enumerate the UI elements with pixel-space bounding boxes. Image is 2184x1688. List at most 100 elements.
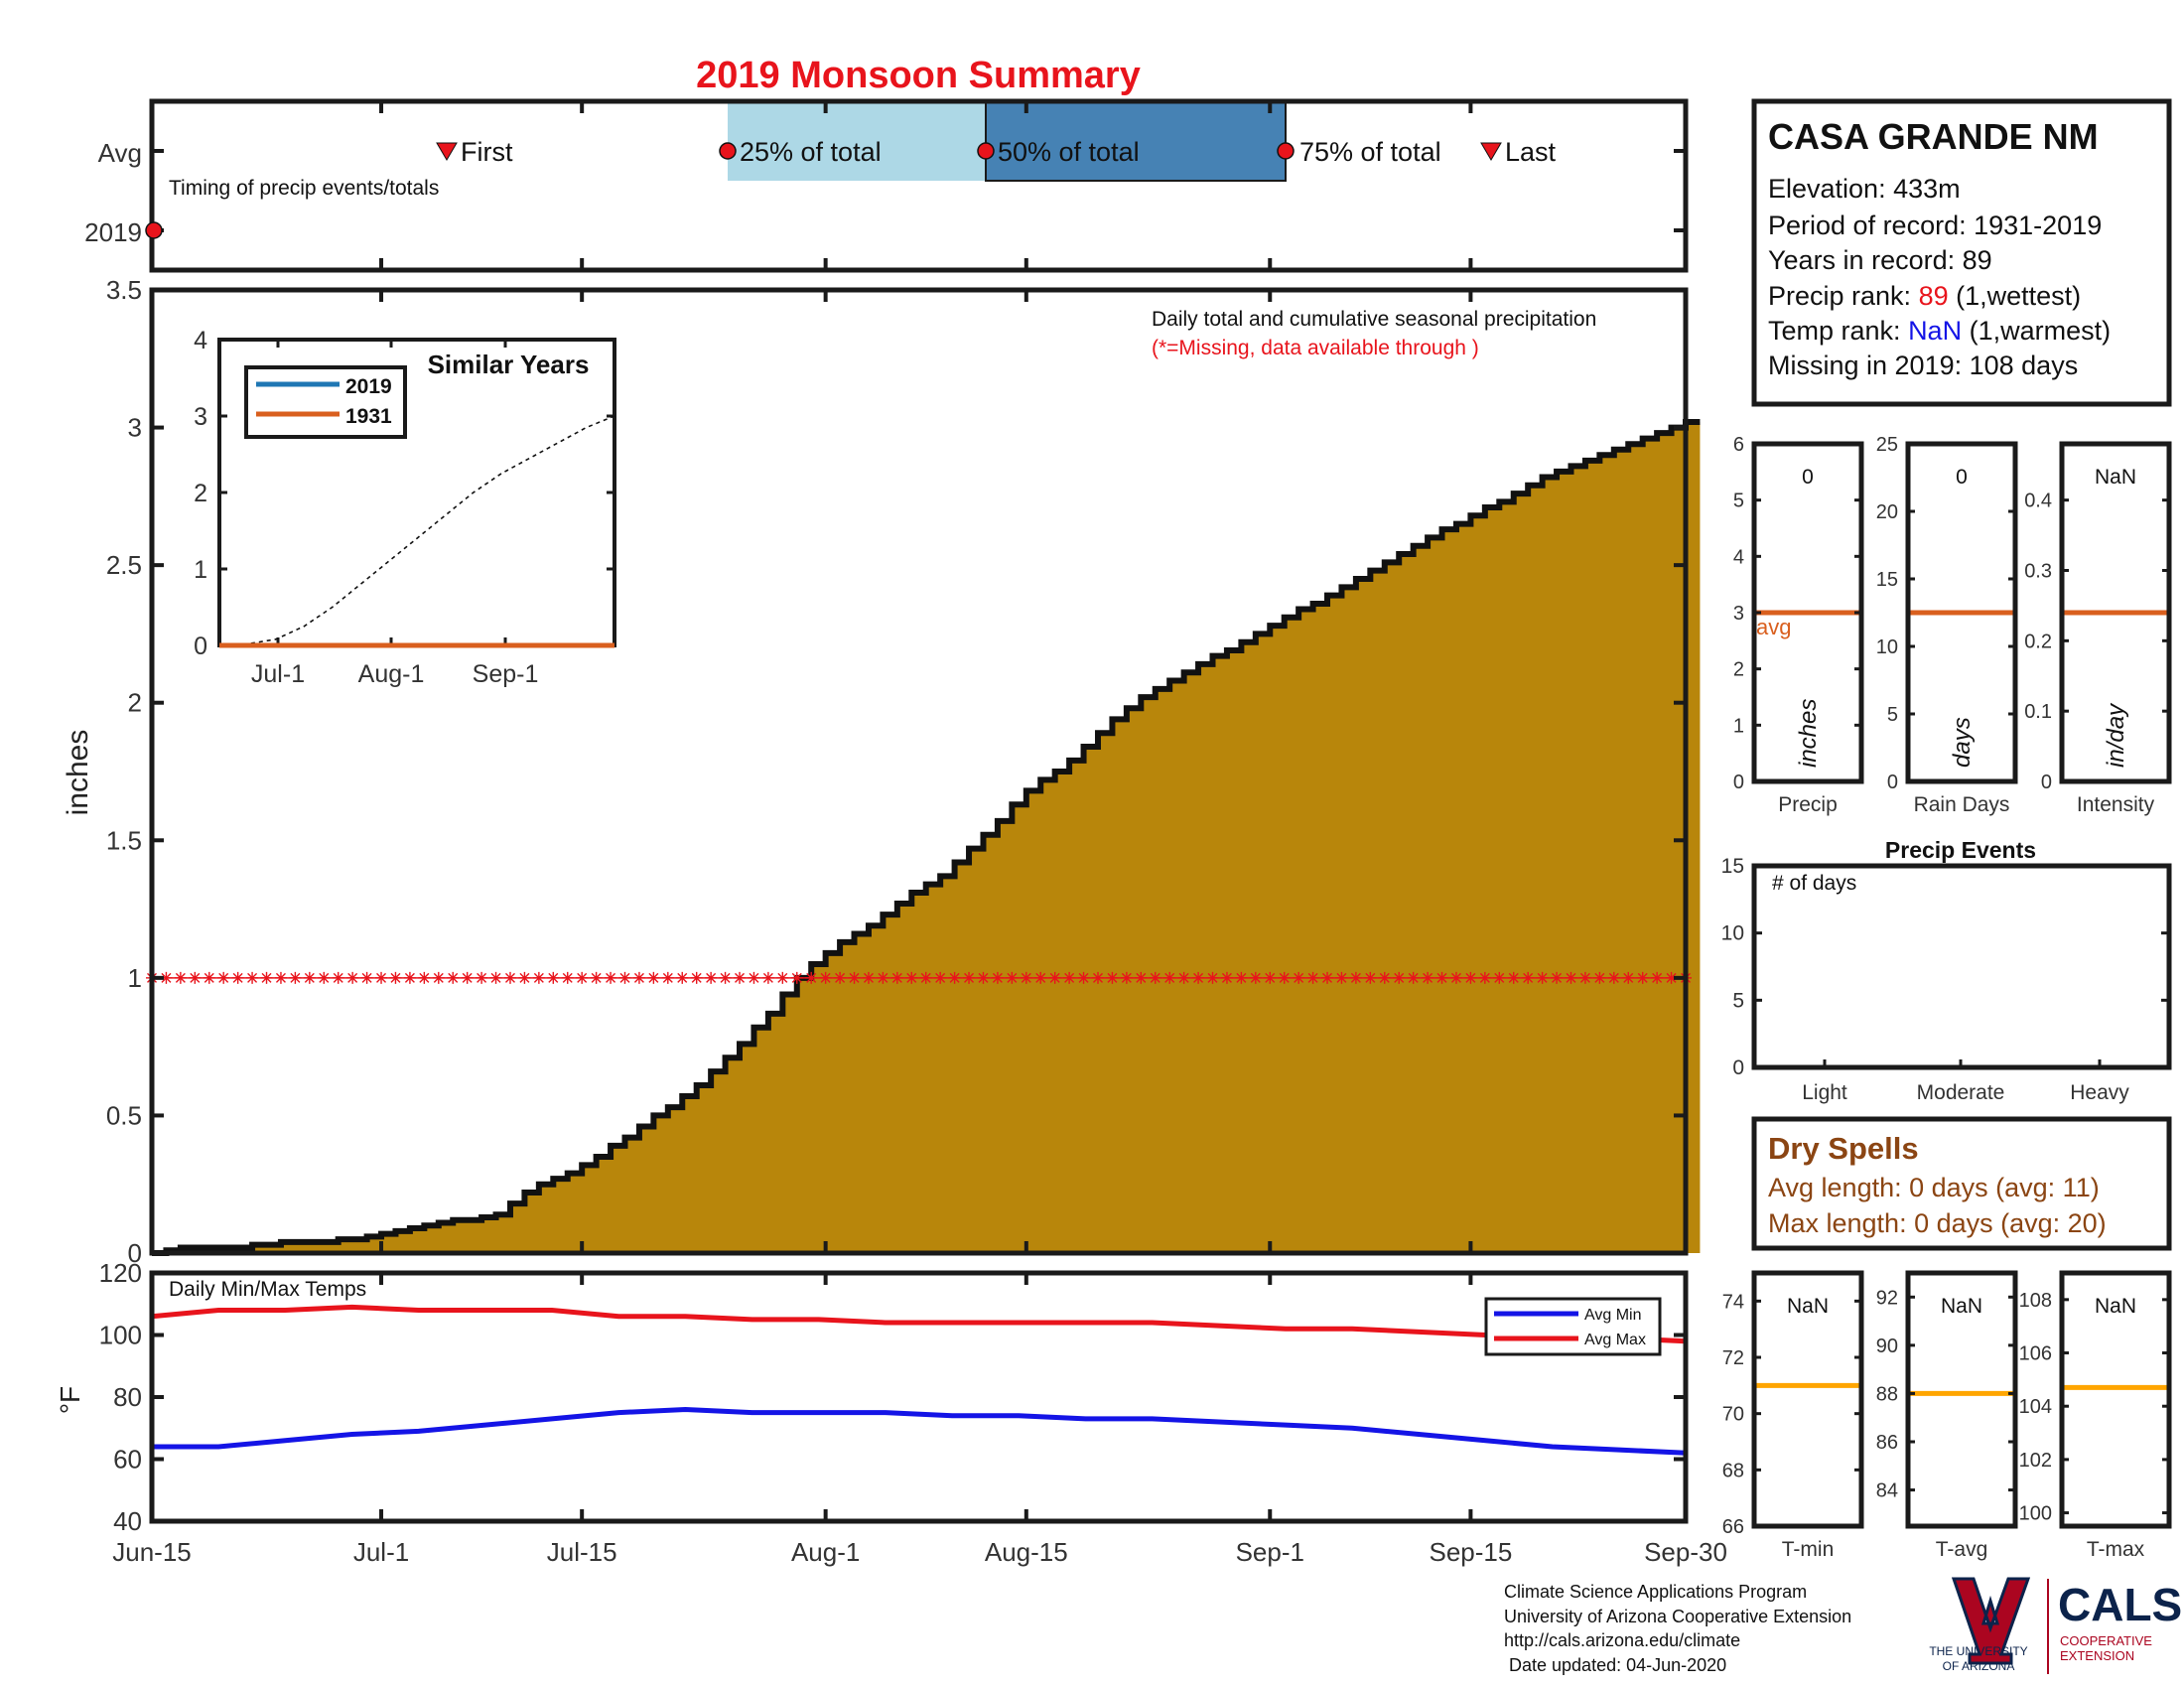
summary-y-tick-label: 20	[1876, 501, 1898, 523]
missing-marker	[303, 971, 316, 984]
missing-marker	[1349, 971, 1362, 984]
first-marker	[436, 142, 458, 161]
legend-avg-max-label: Avg Max	[1584, 1332, 1646, 1348]
temps-y-tick-label: 80	[113, 1382, 142, 1412]
summary-y-tick-label: 15	[1876, 569, 1898, 591]
missing-marker	[1536, 971, 1549, 984]
main-y-tick-label: 2	[128, 688, 142, 718]
missing-marker	[1449, 971, 1462, 984]
missing-marker	[1278, 971, 1291, 984]
missing-marker	[647, 971, 660, 984]
summary-y-tick-label: 0	[1887, 772, 1898, 793]
summary-panel-precip: 0 1 2 3 4 5 6 0 Precip inches avg	[1733, 434, 1864, 816]
inset-y-tick-label: 3	[194, 403, 207, 431]
summary-y-tick-label: 84	[1876, 1480, 1898, 1502]
precip-events-frame	[1751, 863, 2172, 1070]
missing-marker	[447, 971, 460, 984]
timing-50-75-bar	[985, 100, 1287, 182]
missing-marker	[761, 971, 774, 984]
block-a-icon	[1951, 1577, 2031, 1665]
missing-marker	[1335, 971, 1348, 984]
marker-2019	[145, 221, 163, 239]
missing-marker	[1493, 971, 1506, 984]
summary-panel-t-max: 100 102 104 106 108 NaN T-max	[2019, 1270, 2172, 1561]
missing-marker	[1565, 971, 1577, 984]
summary-y-tick-label: 104	[2019, 1396, 2052, 1418]
summary-y-tick-label: 90	[1876, 1336, 1898, 1357]
dry-spells-frame	[1751, 1116, 2172, 1251]
missing-marker	[1106, 971, 1119, 984]
summary-y-tick-label: 0	[1733, 772, 1744, 793]
missing-marker	[1578, 971, 1591, 984]
timing-row-2019: 2019	[84, 217, 142, 247]
missing-marker	[1522, 971, 1535, 984]
missing-marker	[476, 971, 488, 984]
university-of-arizona-logo: THE UNIVERSITY OF ARIZONA	[1929, 1577, 2031, 1673]
missing-marker	[905, 971, 918, 984]
cumulative-precip-step-line	[152, 419, 1701, 1256]
summary-y-tick-label: 25	[1876, 434, 1898, 456]
missing-marker	[1607, 971, 1620, 984]
missing-marker	[1020, 971, 1032, 984]
timing-frame	[149, 98, 1689, 273]
missing-marker	[819, 971, 832, 984]
temps-y-tick-label: 40	[113, 1506, 142, 1536]
summary-panel-t-avg: 84 86 88 90 92 NaN T-avg	[1876, 1270, 2018, 1561]
missing-marker	[1435, 971, 1448, 984]
summary-avg-label: avg	[1756, 615, 1791, 639]
summary-y-tick-label: 4	[1733, 546, 1744, 568]
missing-marker	[503, 971, 516, 984]
p50-marker	[977, 142, 995, 160]
station-name: CASA GRANDE NM	[1768, 116, 2099, 157]
station-info-box: CASA GRANDE NM Elevation: 433m Period of…	[1751, 98, 2172, 407]
temps-x-axis: Jun-15 Jul-1 Jul-15 Aug-1 Aug-15 Sep-1 Sep-15 S…	[112, 1273, 1727, 1567]
missing-marker	[518, 971, 531, 984]
temps-label: Daily Min/Max Temps	[169, 1278, 366, 1301]
summary-panel-frame	[2059, 441, 2172, 784]
events-y-tick-label: 5	[1732, 989, 1744, 1012]
summary-y-tick-label: 102	[2019, 1450, 2052, 1472]
station-years: Years in record: 89	[1768, 245, 1992, 275]
inset-legend	[244, 365, 407, 439]
temps-x-tick-label: Jul-15	[547, 1537, 617, 1567]
missing-marker	[547, 971, 560, 984]
summary-label: T-max	[2087, 1538, 2145, 1561]
events-y-tick-label: 10	[1721, 922, 1744, 945]
summary-y-tick-label: 3	[1733, 603, 1744, 625]
missing-marker	[1593, 971, 1606, 984]
station-frame	[1751, 98, 2172, 407]
summary-value: NaN	[2095, 1295, 2136, 1318]
inset-x-tick-label: Aug-1	[358, 660, 425, 688]
missing-marker	[1091, 971, 1104, 984]
summary-panel-rain-days: 0 5 10 15 20 25 0 Rain Days days	[1876, 434, 2018, 816]
missing-marker	[705, 971, 718, 984]
summary-small-panels: 0 1 2 3 4 5 6 0 Precip inches avg 0 5 10 15 20 25 0 Rain D…	[1722, 434, 2172, 1561]
main-x-ticks	[150, 290, 1688, 1253]
missing-marker	[734, 971, 747, 984]
dry-spells-box: Dry Spells Avg length: 0 days (avg: 11) …	[1751, 1116, 2172, 1251]
summary-y-tick-label: 68	[1722, 1460, 1744, 1481]
summary-value: NaN	[1787, 1295, 1829, 1318]
avg-min-temp-line	[152, 1406, 1687, 1456]
main-y-tick-label: 1	[128, 963, 142, 993]
cals-sub-2: EXTENSION	[2060, 1648, 2134, 1663]
missing-marker	[346, 971, 359, 984]
legend-1931-label: 1931	[345, 405, 392, 428]
ua-line-1: THE UNIVERSITY	[1929, 1644, 2027, 1658]
summary-unit: inches	[1795, 699, 1822, 768]
legend-avg-min-label: Avg Min	[1584, 1307, 1642, 1324]
temps-y-tick-label: 120	[99, 1258, 142, 1288]
p50-label: 50% of total	[998, 137, 1140, 167]
main-y-tick-label: 1.5	[106, 825, 142, 855]
missing-marker	[1135, 971, 1148, 984]
temps-y-tick-label: 100	[99, 1321, 142, 1350]
temps-panel: 40 60 80 100 120 Jun-15 Jul-1 Jul-15 Aug-1 Aug-1…	[55, 1258, 1727, 1567]
summary-y-tick-label: 86	[1876, 1432, 1898, 1454]
missing-marker	[1622, 971, 1635, 984]
missing-marker	[561, 971, 574, 984]
main-y-axis: 0 0.5 1 1.5 2 2.5 3 3.5	[106, 275, 1686, 1268]
missing-marker	[748, 971, 760, 984]
station-missing: Missing in 2019: 108 days	[1768, 351, 2078, 380]
summary-y-tick-label: 100	[2019, 1503, 2052, 1525]
